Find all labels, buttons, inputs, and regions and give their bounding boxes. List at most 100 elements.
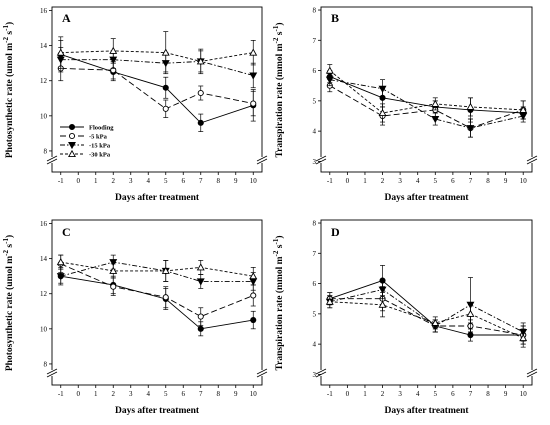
panel-label: B bbox=[331, 11, 339, 25]
y-tick-label: 14 bbox=[40, 42, 48, 50]
x-tick-label: 1 bbox=[94, 390, 98, 398]
data-point bbox=[161, 266, 170, 274]
legend-label: -30 kPa bbox=[89, 151, 111, 158]
y-axis-label-part: -1 bbox=[272, 238, 280, 244]
x-tick-label: 6 bbox=[451, 390, 455, 398]
y-tick-label: 3 bbox=[313, 371, 317, 379]
x-tick-label: 1 bbox=[94, 177, 98, 185]
data-point bbox=[250, 317, 257, 324]
y-tick-label: 4 bbox=[313, 341, 317, 349]
x-tick-label: 10 bbox=[520, 390, 528, 398]
axis-break-mark bbox=[46, 158, 58, 165]
x-tick-label: 10 bbox=[250, 390, 258, 398]
y-tick-label: 7 bbox=[313, 37, 317, 45]
series-line bbox=[60, 53, 254, 124]
y-axis-label: Transpiration rate (mmol m-2 s-1) bbox=[272, 235, 285, 370]
x-tick-label: 10 bbox=[520, 177, 528, 185]
series-flooding bbox=[57, 267, 257, 337]
y-axis-label-part: Photosynthetic rate (umol m bbox=[4, 43, 15, 158]
data-point bbox=[249, 272, 258, 280]
y-tick-label: 14 bbox=[40, 255, 48, 263]
series-30kpa bbox=[325, 64, 528, 123]
y-tick-label: 6 bbox=[313, 67, 317, 75]
y-axis-label-part: -1 bbox=[272, 25, 280, 31]
x-tick-label: 9 bbox=[504, 390, 508, 398]
series-line bbox=[60, 67, 254, 110]
panel-B: -1 0 1 2 3 4 5 6 7 8 9 10 3 4 5 6 7 8 B Days after treatmen… bbox=[272, 7, 538, 203]
data-point bbox=[161, 48, 170, 56]
axis-break-mark bbox=[46, 368, 58, 375]
data-point bbox=[431, 318, 440, 326]
axis-break-gap bbox=[527, 157, 537, 163]
x-tick-label: 5 bbox=[164, 177, 168, 185]
data-point bbox=[378, 300, 387, 308]
data-point bbox=[250, 100, 257, 107]
y-tick-label: 8 bbox=[44, 360, 48, 368]
x-tick-label: 5 bbox=[164, 390, 168, 398]
y-axis-label-part: s bbox=[5, 31, 15, 37]
axis-break-gap bbox=[316, 157, 326, 163]
data-point bbox=[249, 72, 258, 80]
y-axis-label: Transpiration rate (mmol m-2 s-1) bbox=[272, 22, 285, 157]
x-tick-label: 9 bbox=[234, 177, 238, 185]
x-tick-label: 2 bbox=[381, 390, 385, 398]
series-30kpa bbox=[56, 254, 258, 286]
y-axis-label-part: s bbox=[5, 244, 15, 250]
data-point bbox=[197, 325, 204, 332]
data-point bbox=[110, 283, 117, 290]
y-tick-label: 6 bbox=[313, 280, 317, 288]
series-15kpa bbox=[56, 254, 258, 291]
axis-break-mark bbox=[526, 371, 538, 378]
data-point bbox=[197, 119, 204, 126]
y-axis-label-part: -1 bbox=[2, 25, 10, 31]
data-point bbox=[467, 331, 474, 339]
x-tick-label: 6 bbox=[182, 177, 186, 185]
axis-break-mark bbox=[256, 371, 268, 378]
axis-break-gap bbox=[47, 370, 57, 376]
x-axis-label: Days after treatment bbox=[115, 406, 200, 416]
data-point bbox=[466, 125, 475, 133]
y-axis-label-part: -2 bbox=[2, 36, 10, 42]
y-tick-label: 7 bbox=[313, 250, 317, 258]
x-tick-label: 5 bbox=[434, 390, 438, 398]
axis-break-mark bbox=[526, 368, 538, 375]
legend-marker bbox=[68, 123, 76, 131]
data-point bbox=[162, 84, 169, 91]
x-tick-label: 3 bbox=[398, 177, 402, 185]
data-point bbox=[431, 116, 440, 124]
axis-break-mark bbox=[526, 158, 538, 165]
x-tick-label: 4 bbox=[416, 177, 420, 185]
data-point bbox=[466, 102, 475, 110]
plot-frame bbox=[320, 219, 533, 386]
series-line bbox=[329, 70, 524, 114]
plot-frame bbox=[51, 219, 263, 386]
series-line bbox=[60, 261, 254, 282]
y-tick-label: 16 bbox=[40, 220, 48, 228]
x-tick-label: 7 bbox=[469, 177, 473, 185]
legend-label: Flooding bbox=[89, 124, 114, 131]
legend-marker bbox=[68, 149, 76, 158]
x-tick-label: 2 bbox=[112, 390, 116, 398]
series-5kpa bbox=[57, 254, 257, 326]
y-axis-label-part: s bbox=[275, 31, 285, 37]
y-tick-label: 8 bbox=[44, 147, 48, 155]
series-5kpa bbox=[326, 286, 527, 345]
axis-break-mark bbox=[46, 155, 58, 162]
y-axis-label-part: -1 bbox=[2, 238, 10, 244]
data-point bbox=[378, 85, 387, 93]
data-point bbox=[196, 278, 205, 286]
x-tick-label: 1 bbox=[363, 390, 367, 398]
series-line bbox=[329, 85, 524, 129]
data-point bbox=[378, 108, 387, 116]
plot-frame bbox=[51, 6, 263, 173]
y-tick-label: 12 bbox=[40, 77, 48, 85]
x-tick-label: 10 bbox=[250, 177, 258, 185]
y-axis-label-part: Transpiration rate (mmol m bbox=[274, 256, 285, 370]
x-tick-label: 7 bbox=[469, 390, 473, 398]
y-tick-label: 8 bbox=[313, 220, 317, 228]
x-tick-label: -1 bbox=[327, 390, 333, 398]
series-line bbox=[60, 263, 254, 317]
y-axis-label-part: -2 bbox=[272, 37, 280, 43]
